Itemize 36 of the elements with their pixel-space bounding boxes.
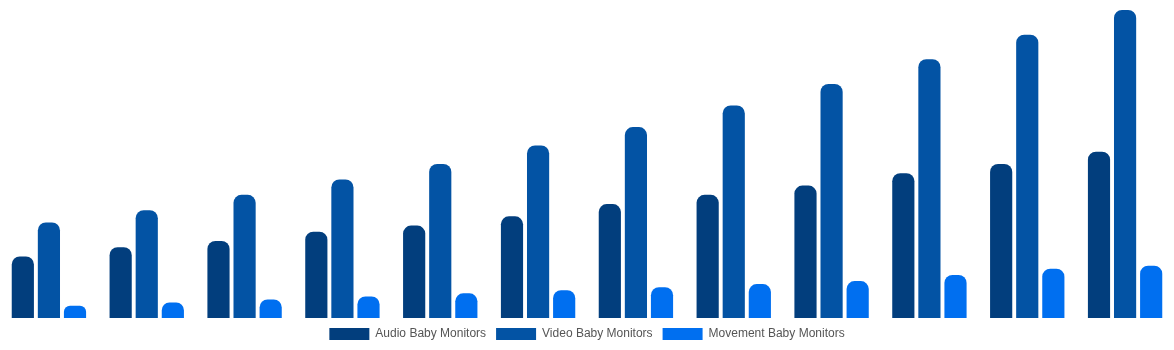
- bar: [1042, 268, 1065, 318]
- bar: [944, 274, 967, 318]
- bar: [1140, 265, 1163, 318]
- bar: [624, 127, 647, 318]
- bar: [650, 287, 674, 318]
- bar: [455, 293, 478, 318]
- bar: [598, 204, 621, 318]
- bar: [500, 216, 524, 318]
- bar: [1114, 10, 1137, 318]
- bar: [403, 225, 426, 318]
- bar: [135, 210, 158, 318]
- bar: [305, 231, 328, 318]
- bar: [846, 281, 869, 318]
- legend-label: Audio Baby Monitors: [375, 326, 487, 341]
- bar: [109, 247, 132, 318]
- bar: [37, 222, 60, 318]
- bar: [527, 145, 550, 318]
- legend-label: Video Baby Monitors: [542, 326, 653, 341]
- bar: [233, 194, 256, 318]
- bar: [696, 194, 719, 318]
- bar: [1087, 151, 1111, 318]
- bar: [553, 290, 576, 318]
- bar: [794, 185, 817, 318]
- bar: [990, 164, 1013, 318]
- bar: [11, 256, 34, 318]
- bar: [748, 284, 771, 318]
- bar: [820, 83, 843, 318]
- bar: [892, 173, 915, 318]
- legend-label: Movement Baby Monitors: [708, 326, 845, 341]
- bar: [357, 296, 380, 318]
- bar: [331, 179, 354, 318]
- bar: [918, 59, 941, 318]
- bar: [1016, 34, 1039, 318]
- bar: [722, 105, 745, 318]
- bar: [429, 164, 452, 318]
- bar: [207, 241, 230, 318]
